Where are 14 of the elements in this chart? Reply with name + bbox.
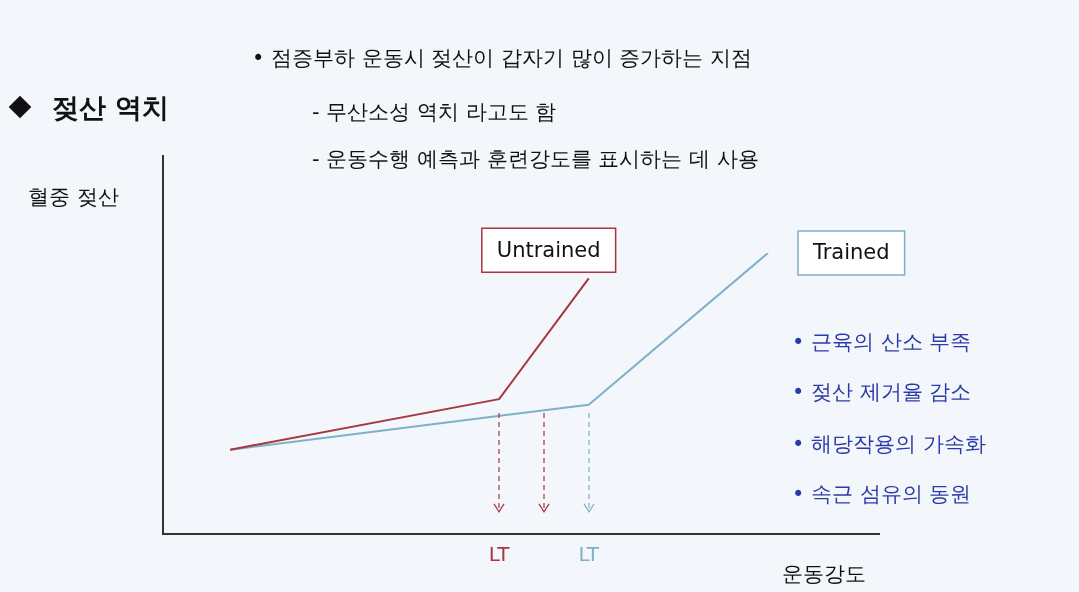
x-axis-title: 운동강도 <box>782 561 866 588</box>
text: - 무산소성 역치 라고도 함 <box>312 99 557 126</box>
text: • 점증부하 운동시 젖산이 갑자기 많이 증가하는 지점 <box>252 45 753 72</box>
annotation: • 근육의 산소 부족 <box>792 329 972 356</box>
chart-title: 젖산 역치 <box>52 91 170 125</box>
text: Trained <box>811 240 890 265</box>
y-axis-title: 혈중 젖산 <box>28 184 119 211</box>
text: - 운동수행 예측과 훈련강도를 표시하는 데 사용 <box>312 146 759 173</box>
annotation: • 속근 섬유의 동원 <box>792 481 972 508</box>
x-tick-label: LT <box>578 542 600 567</box>
annotation: • 해당작용의 가속화 <box>792 431 986 458</box>
x-tick-label: LT <box>488 542 511 567</box>
annotation: • 젖산 제거율 감소 <box>792 379 972 406</box>
series-label: Untrained <box>496 237 601 262</box>
